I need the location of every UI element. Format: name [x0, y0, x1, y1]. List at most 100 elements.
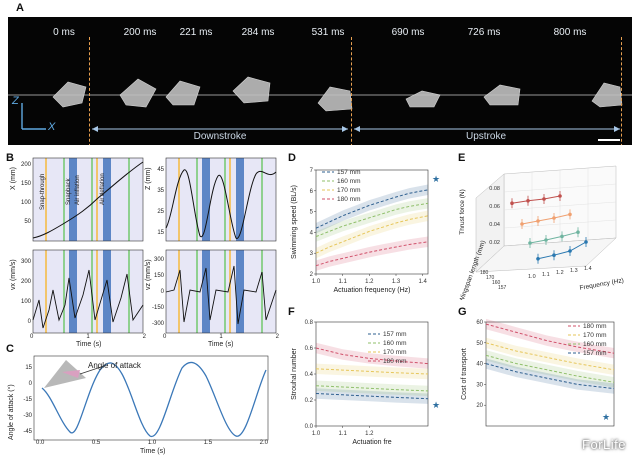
c-x-ticks: 0.0 0.5 1.0 1.5 2.0 — [36, 440, 268, 446]
data-point — [526, 199, 530, 203]
chart-d: 2 3 4 5 6 7 1.0 1.1 1.2 1.3 1.4 157 mm 160 mm 170 mm 1… — [291, 168, 440, 294]
tick: 0 — [163, 334, 167, 340]
panel-label-e: E — [458, 152, 466, 164]
series-line — [315, 347, 429, 365]
b-x-ticks: 200 150 100 50 — [19, 156, 31, 232]
tick: 300 — [153, 257, 164, 263]
downstroke-label: Downstroke — [193, 131, 247, 142]
series-line — [485, 323, 615, 354]
y-tick-label: 180 — [480, 270, 489, 276]
upstroke-label: Upstroke — [465, 131, 507, 142]
panel-label-b: B — [6, 152, 14, 164]
tick: 0 — [27, 319, 31, 325]
x-axis-label: Actuation fre — [352, 439, 391, 446]
z-axis-label: Thrust force (N) — [459, 189, 466, 235]
x-tick-label: 1.2 — [365, 279, 374, 285]
data-point — [576, 230, 580, 234]
c-annotation: Angle of attack — [88, 361, 141, 370]
y-tick-label: 157 — [498, 285, 507, 291]
legend-label: 157 mm — [583, 350, 606, 357]
series-line — [537, 241, 587, 260]
y-tick-label: 6 — [310, 189, 314, 195]
data-point — [552, 253, 556, 257]
tick: 300 — [20, 259, 31, 265]
legend-label: 180 mm — [337, 196, 360, 203]
y-tick-label: 60 — [476, 320, 483, 326]
z-axis-label: Z — [12, 95, 19, 107]
data-point — [568, 249, 572, 253]
data-point — [536, 257, 540, 261]
x-tick-label: 1.3 — [392, 279, 401, 285]
y-tick-label: 40 — [476, 362, 483, 368]
data-point — [560, 234, 564, 239]
y-tick-label: 0.4 — [305, 372, 314, 378]
z-tick-label: 0.06 — [489, 204, 500, 210]
legend-label: 157 mm — [337, 169, 360, 176]
data-point — [558, 194, 562, 198]
tick: 100 — [20, 200, 31, 206]
time-label-2: 221 ms — [179, 27, 213, 38]
series-line — [315, 385, 429, 392]
x-tick-label: 1.2 — [556, 270, 564, 276]
series-band — [486, 350, 614, 388]
series-line — [315, 215, 429, 254]
tick: -150 — [151, 305, 164, 311]
panel-c-plot — [33, 355, 269, 441]
tick: 1.0 — [147, 440, 157, 446]
legend-label: 160 mm — [583, 341, 606, 348]
b-z-ticks: 45 35 25 15 — [152, 160, 164, 244]
series-line — [315, 393, 429, 400]
tick: 15 — [25, 365, 32, 371]
plot-vx — [32, 249, 144, 334]
x-axis-label: X — [48, 121, 56, 133]
series-line — [315, 241, 429, 267]
annot-air-inflation: Air inflation — [75, 175, 81, 205]
tick: 0 — [30, 334, 34, 340]
legend-label: 157 mm — [383, 331, 406, 338]
time-label-0: 0 ms — [53, 27, 75, 38]
annot-snap-through: Snap-through — [40, 173, 46, 210]
panel-label-g: G — [458, 306, 467, 318]
series-line — [315, 189, 429, 229]
series-band — [316, 184, 428, 234]
y-tick-label: 30 — [476, 382, 483, 388]
series-line — [315, 202, 429, 238]
legend-label: 180 mm — [383, 358, 406, 365]
series-band — [316, 236, 428, 271]
data-point — [510, 201, 514, 205]
z-tick-label: 0.02 — [489, 240, 500, 246]
y-tick-label: 3 — [310, 251, 314, 257]
tick: 1 — [219, 334, 223, 340]
tick: 25 — [157, 209, 164, 215]
plot-x-position — [32, 157, 144, 242]
tick: 15 — [157, 230, 164, 236]
x-tick-label: 1.4 — [418, 279, 427, 285]
tick: 2 — [142, 334, 146, 340]
y-tick-label: 0.0 — [305, 424, 314, 430]
y-tick-label: 170 — [486, 275, 495, 281]
tick: 150 — [153, 273, 164, 279]
y-tick-label: 20 — [476, 403, 483, 409]
plot-area — [315, 321, 429, 427]
legend-label: 170 mm — [337, 187, 360, 194]
legend-label: 170 mm — [383, 349, 406, 356]
data-point — [552, 216, 556, 220]
data-point — [542, 197, 546, 201]
snapshot-strip: Z X 0 ms 200 ms 221 ms 284 ms 531 ms 690… — [8, 17, 632, 145]
tick: 0.5 — [91, 440, 101, 446]
tick: -30 — [23, 413, 32, 419]
c-xlabel: Time (s) — [140, 448, 166, 455]
b-vx-ticks: 300 200 100 0 — [19, 252, 31, 332]
series-band — [316, 198, 428, 242]
data-point — [520, 222, 524, 226]
x-axis-label: Actuation frequency (Hz) — [333, 287, 410, 294]
y-tick-label: 7 — [310, 168, 314, 174]
plot-vz — [165, 249, 277, 334]
time-label-4: 531 ms — [311, 27, 345, 38]
series-line — [485, 363, 615, 390]
x-tick-label: 1.0 — [312, 279, 321, 285]
series-line — [485, 354, 615, 383]
chart-f: 0.0 0.2 0.4 0.6 0.8 1.0 1.1 1.2 157 mm 160 mm 170 … — [291, 320, 440, 446]
legend-label: 160 mm — [337, 178, 360, 185]
panel-label-a: A — [16, 2, 24, 14]
